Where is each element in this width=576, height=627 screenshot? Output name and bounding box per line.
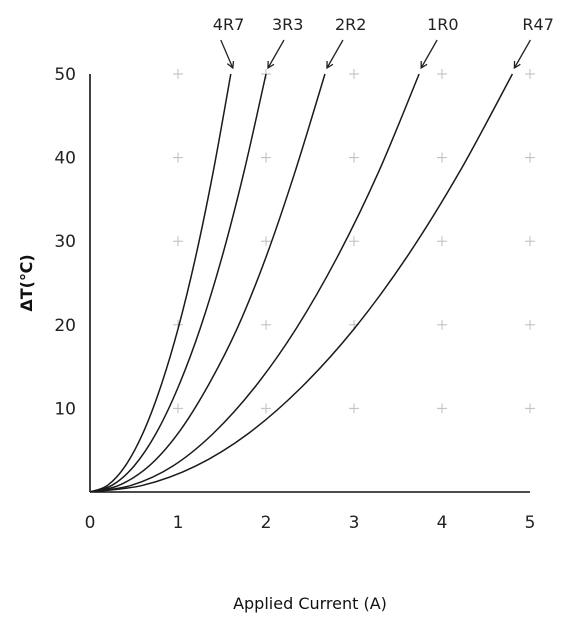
grid-plus-marker (437, 319, 447, 330)
grid-plus-marker (173, 69, 183, 79)
grid-plus-marker (525, 319, 535, 330)
x-tick-label: 0 (85, 513, 96, 533)
y-tick-label: 10 (54, 399, 76, 419)
grid-plus-marker (525, 69, 535, 79)
x-tick-label: 4 (437, 513, 448, 533)
grid-plus-marker (261, 236, 271, 247)
grid-plus-marker (437, 236, 447, 247)
grid-plus-marker (349, 403, 359, 414)
grid-plus-marker (261, 403, 271, 414)
series-line-3r3 (89, 73, 267, 493)
grid-plus-marker (525, 152, 535, 163)
series-line-2r2 (89, 73, 326, 493)
grid-plus-marker (525, 403, 535, 414)
series-line-4r7 (89, 73, 232, 493)
series-label-3r3: 3R3 (272, 15, 303, 34)
grid-plus-marker (261, 152, 271, 163)
grid-plus-marker (437, 152, 447, 163)
x-axis-title: Applied Current (A) (233, 594, 387, 613)
x-tick-label: 1 (173, 513, 184, 533)
x-tick-label: 2 (261, 513, 272, 533)
series-arrow-4r7 (220, 39, 235, 70)
y-tick-label: 20 (54, 316, 76, 336)
grid-plus-marker (349, 152, 359, 163)
series-label-2r2: 2R2 (335, 15, 366, 34)
series-arrow-r47 (513, 39, 531, 70)
series-arrow-1r0 (420, 39, 438, 70)
series-label-1r0: 1R0 (427, 15, 458, 34)
grid-plus-marker (437, 403, 447, 414)
grid-markers (173, 69, 535, 414)
series-label-r47: R47 (522, 15, 553, 34)
grid-plus-marker (173, 236, 183, 247)
x-tick-label: 5 (525, 513, 536, 533)
series-line-1r0 (89, 73, 420, 493)
x-tick-labels: 0 1 2 3 4 5 (85, 513, 536, 533)
y-tick-label: 30 (54, 232, 76, 252)
y-tick-labels: 10 20 30 40 50 (54, 65, 76, 419)
y-axis-title: ΔT(℃) (17, 254, 36, 311)
grid-plus-marker (349, 236, 359, 247)
y-tick-label: 40 (54, 149, 76, 169)
series-line-r47 (89, 73, 514, 493)
x-tick-label: 3 (349, 513, 360, 533)
series-label-4r7: 4R7 (213, 15, 244, 34)
series-arrow-3r3 (267, 39, 285, 70)
series-group: 4R7 3R3 2R2 1R0 R47 (89, 15, 554, 493)
y-tick-label: 50 (54, 65, 76, 85)
grid-plus-marker (437, 69, 447, 79)
series-arrow-2r2 (326, 39, 344, 70)
grid-plus-marker (173, 403, 183, 414)
grid-plus-marker (525, 236, 535, 247)
grid-plus-marker (261, 319, 271, 330)
grid-plus-marker (349, 69, 359, 79)
grid-plus-marker (173, 152, 183, 163)
